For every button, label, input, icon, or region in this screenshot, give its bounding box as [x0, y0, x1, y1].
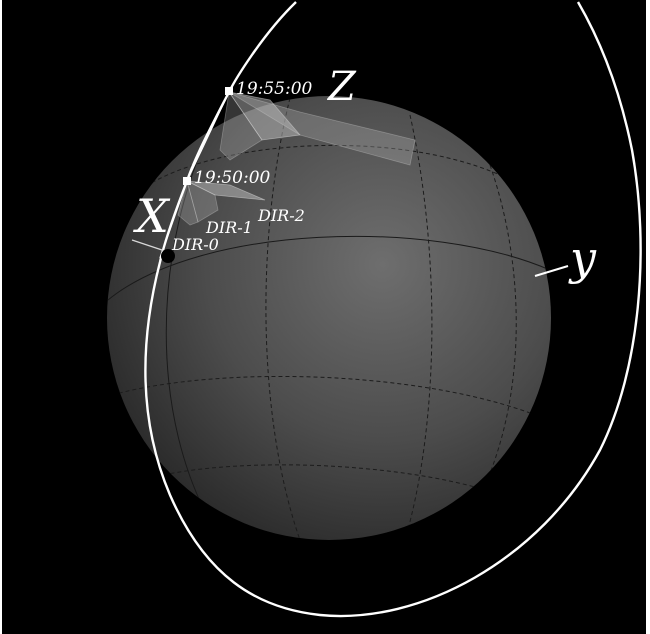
latitude-line [149, 464, 516, 501]
dir-1-label: DIR-1 [205, 218, 253, 237]
latitude-line [111, 375, 549, 421]
y-axis-label: y [568, 231, 597, 285]
beam-footprint [186, 180, 266, 201]
dir-2-label: DIR-2 [257, 206, 305, 225]
equator-line [107, 235, 551, 301]
dir-0-label: DIR-0 [171, 235, 219, 254]
beam-footprint [228, 91, 416, 166]
orbit-track [144, 1, 642, 618]
time-label-lower: 19:50:00 [194, 168, 271, 188]
satellite-marker [225, 87, 233, 95]
globe-sphere [107, 96, 551, 540]
beam-footprint [177, 179, 199, 226]
satellite-marker [183, 177, 191, 185]
x-axis-line [131, 239, 169, 253]
y-axis-line [534, 265, 569, 277]
ground-point-marker [161, 249, 175, 263]
beam-footprint [228, 91, 301, 141]
sensor-footprints [177, 90, 416, 226]
z-axis-label: Z [326, 64, 357, 110]
x-axis-label: X [133, 189, 171, 243]
meridian-line [165, 119, 216, 531]
time-label-upper: 19:55:00 [236, 79, 313, 99]
earth-globe [107, 96, 551, 540]
meridian-line [265, 97, 301, 540]
nadir-line [186, 91, 230, 182]
latitude-line [139, 144, 521, 191]
globe-graticule [107, 97, 551, 540]
nadir-line [159, 180, 188, 259]
meridian-line [404, 114, 433, 540]
